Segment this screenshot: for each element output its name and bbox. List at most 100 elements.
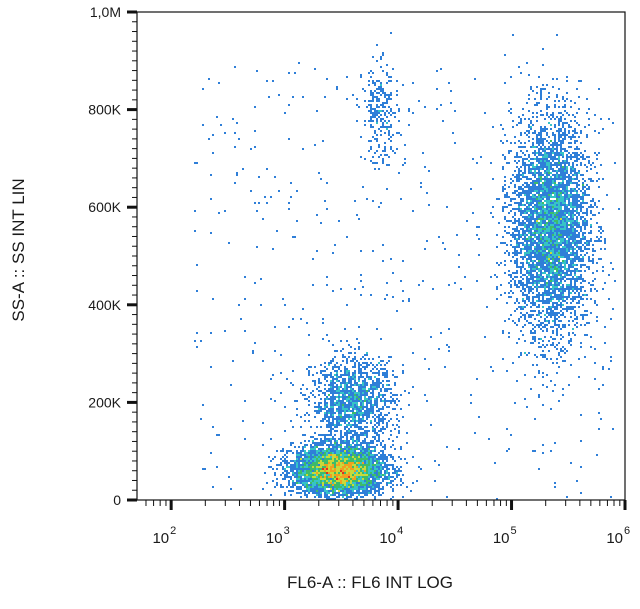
event-dot	[330, 488, 332, 490]
event-dot	[324, 470, 326, 472]
event-dot	[388, 380, 390, 382]
event-dot	[506, 140, 508, 142]
event-dot	[570, 316, 572, 318]
event-dot	[332, 492, 334, 494]
event-dot	[354, 472, 356, 474]
event-dot	[588, 124, 590, 126]
event-dot	[554, 248, 556, 250]
event-dot	[274, 474, 276, 476]
event-dot	[360, 388, 362, 390]
event-dot	[348, 470, 350, 472]
event-dot	[588, 260, 590, 262]
event-dot	[548, 234, 550, 236]
event-dot	[352, 470, 354, 472]
event-dot	[544, 346, 546, 348]
event-dot	[578, 358, 580, 360]
event-dot	[578, 270, 580, 272]
event-dot	[504, 242, 506, 244]
event-dot	[584, 232, 586, 234]
event-dot	[546, 302, 548, 304]
event-dot	[376, 476, 378, 478]
event-dot	[544, 138, 546, 140]
event-dot	[530, 120, 532, 122]
event-dot	[370, 456, 372, 458]
event-dot	[322, 468, 324, 470]
event-dot	[554, 148, 556, 150]
event-dot	[558, 216, 560, 218]
event-dot	[550, 268, 552, 270]
event-dot	[574, 296, 576, 298]
event-dot	[326, 486, 328, 488]
event-dot	[514, 228, 516, 230]
event-dot	[554, 240, 556, 242]
event-dot	[354, 480, 356, 482]
event-dot	[530, 230, 532, 232]
event-dot	[550, 182, 552, 184]
event-dot	[378, 378, 380, 380]
event-dot	[564, 252, 566, 254]
event-dot	[332, 428, 334, 430]
event-dot	[572, 264, 574, 266]
event-dot	[570, 202, 572, 204]
event-dot	[346, 438, 348, 440]
event-dot	[330, 414, 332, 416]
event-dot	[352, 460, 354, 462]
event-dot	[572, 200, 574, 202]
event-dot	[540, 238, 542, 240]
event-dot	[396, 484, 398, 486]
event-dot	[368, 396, 370, 398]
event-dot	[552, 208, 554, 210]
event-dot	[364, 476, 366, 478]
event-dot	[324, 488, 326, 490]
event-dot	[332, 392, 334, 394]
event-dot	[320, 382, 322, 384]
event-dot	[530, 342, 532, 344]
event-dot	[338, 416, 340, 418]
event-dot	[324, 468, 326, 470]
event-dot	[306, 478, 308, 480]
event-dot	[598, 212, 600, 214]
event-dot	[330, 396, 332, 398]
event-dot	[368, 470, 370, 472]
event-dot	[358, 448, 360, 450]
event-dot	[546, 374, 548, 376]
event-dot	[588, 258, 590, 260]
event-dot	[574, 252, 576, 254]
event-dot	[330, 380, 332, 382]
event-dot	[584, 334, 586, 336]
event-dot	[374, 402, 376, 404]
event-dot	[282, 456, 284, 458]
event-dot	[530, 126, 532, 128]
event-dot	[326, 456, 328, 458]
event-dot	[548, 272, 550, 274]
event-dot	[572, 196, 574, 198]
event-dot	[554, 226, 556, 228]
event-dot	[546, 182, 548, 184]
event-dot	[370, 384, 372, 386]
event-dot	[530, 266, 532, 268]
event-dot	[354, 422, 356, 424]
event-dot	[354, 478, 356, 480]
event-dot	[532, 278, 534, 280]
event-dot	[352, 446, 354, 448]
event-dot	[556, 230, 558, 232]
event-dot	[558, 232, 560, 234]
event-dot	[364, 492, 366, 494]
event-dot	[538, 150, 540, 152]
event-dot	[284, 474, 286, 476]
event-dot	[390, 434, 392, 436]
event-dot	[562, 156, 564, 158]
event-dot	[506, 220, 508, 222]
event-dot	[358, 472, 360, 474]
event-dot	[346, 440, 348, 442]
event-dot	[572, 250, 574, 252]
event-dot	[528, 206, 530, 208]
event-dot	[342, 466, 344, 468]
event-dot	[544, 268, 546, 270]
event-dot	[380, 382, 382, 384]
event-dot	[364, 420, 366, 422]
event-dot	[566, 204, 568, 206]
event-dot	[554, 170, 556, 172]
event-dot	[304, 466, 306, 468]
event-dot	[566, 306, 568, 308]
